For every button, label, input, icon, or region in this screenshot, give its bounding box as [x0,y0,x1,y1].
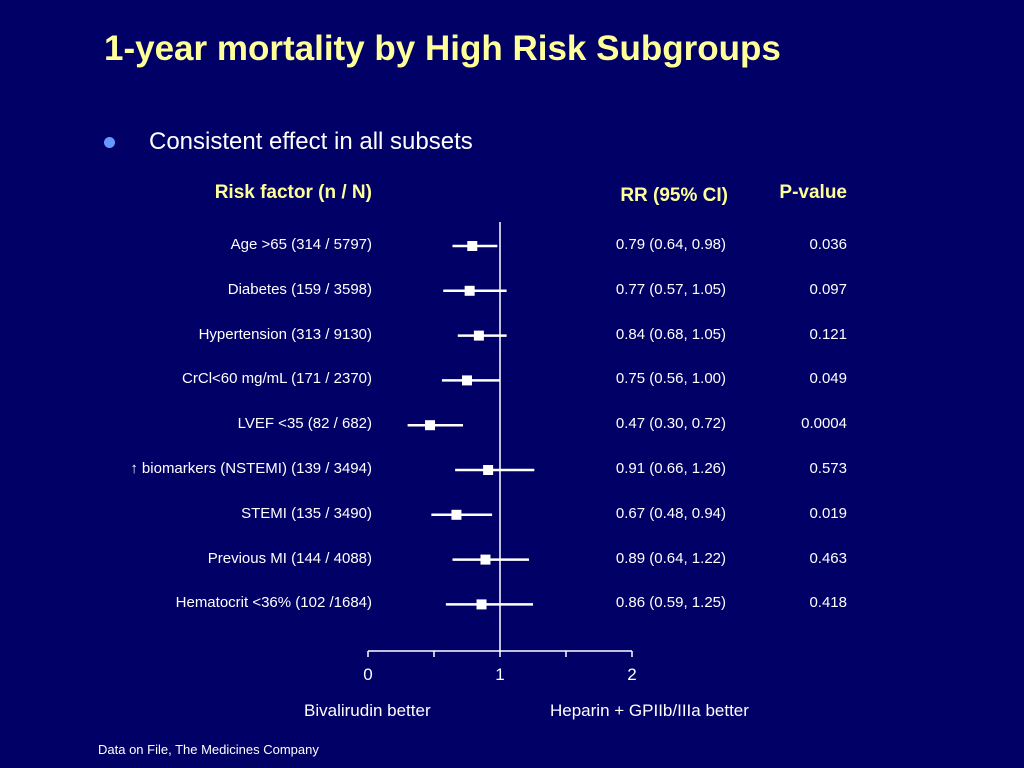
p-value: 0.573 [809,460,847,477]
risk-factor-text: Previous MI (144 / 4088) [207,549,372,567]
header-risk-factor: Risk factor (n / N) [214,182,372,203]
bullet-text: Consistent effect in all subsets [149,128,473,155]
risk-factor-text: biomarkers (NSTEMI) (139 / 3494) [141,460,372,477]
p-value: 0.036 [809,236,847,253]
risk-factor-text: CrCl<60 mg/mL (171 / 2370) [182,370,372,388]
left-favors-label: Bivalirudin better [304,701,431,720]
x-tick-label: 2 [627,665,636,684]
rr-value: 0.75 (0.56, 1.00) [615,370,726,388]
point-estimate [473,330,484,341]
x-tick-label: 1 [495,665,504,684]
point-estimate [425,420,436,431]
rr-value: 0.47 (0.30, 0.72) [615,415,726,433]
rr-value: 0.84 (0.68, 1.05) [615,325,726,343]
risk-factor-label: Age >65 (314 / 5797) [231,236,372,253]
point-estimate [464,285,475,296]
header-pvalue: P-value [779,182,847,203]
rr-value: 0.67 (0.48, 0.94) [615,504,726,522]
bullet-dot-icon [104,137,115,148]
up-arrow-icon: ↑ [130,460,138,477]
x-tick-label: 0 [363,665,372,684]
point-estimate [467,241,478,251]
rr-value: 0.89 (0.64, 1.22) [615,549,726,567]
rr-value: 0.86 (0.59, 1.25) [615,594,726,612]
p-value: 0.019 [809,504,847,522]
risk-factor-text: Diabetes (159 / 3598) [227,280,372,298]
page-title: 1-year mortality by High Risk Subgroups [104,29,781,68]
header-rr: RR (95% CI) [620,185,728,206]
point-estimate [451,509,462,520]
point-estimate [483,465,494,475]
risk-factor-label: LVEF <35 (82 / 682) [238,415,372,432]
risk-factor-label: CrCl<60 mg/mL (171 / 2370) [182,370,372,387]
risk-factor-text: Age >65 (314 / 5797) [230,236,372,253]
right-favors-label: Heparin + GPIIb/IIIa better [550,701,749,720]
risk-factor-label: ↑ biomarkers (NSTEMI) (139 / 3494) [130,460,372,477]
rr-value: 0.79 (0.64, 0.98) [615,236,726,253]
p-value: 0.0004 [801,415,847,433]
p-value: 0.121 [809,325,847,343]
p-value: 0.049 [809,370,847,388]
p-value: 0.463 [809,549,847,567]
risk-factor-text: STEMI (135 / 3490) [241,504,372,522]
rr-value: 0.77 (0.57, 1.05) [615,280,726,298]
risk-factor-label: Previous MI (144 / 4088) [208,550,372,567]
source-footnote: Data on File, The Medicines Company [98,742,319,757]
risk-factor-label: STEMI (135 / 3490) [241,505,372,522]
p-value: 0.097 [809,280,847,298]
risk-factor-text: Hematocrit <36% (102 /1684) [175,594,372,612]
risk-factor-label: Hematocrit <36% (102 /1684) [176,594,372,611]
point-estimate [476,599,487,610]
point-estimate [480,554,491,565]
risk-factor-label: Diabetes (159 / 3598) [228,281,372,298]
rr-value: 0.91 (0.66, 1.26) [615,460,726,477]
risk-factor-text: LVEF <35 (82 / 682) [237,415,372,433]
p-value: 0.418 [809,594,847,612]
risk-factor-label: Hypertension (313 / 9130) [199,326,372,343]
point-estimate [462,375,472,386]
risk-factor-text: Hypertension (313 / 9130) [198,325,372,343]
